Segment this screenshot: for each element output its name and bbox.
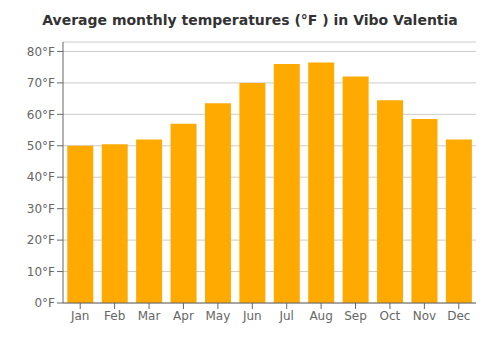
svg-text:70°F: 70°F — [27, 76, 55, 90]
svg-text:Oct: Oct — [380, 309, 401, 323]
svg-text:80°F: 80°F — [27, 45, 55, 59]
svg-text:50°F: 50°F — [27, 139, 55, 153]
svg-text:Mar: Mar — [138, 309, 161, 323]
svg-text:Feb: Feb — [104, 309, 125, 323]
svg-text:Apr: Apr — [173, 309, 194, 323]
svg-text:60°F: 60°F — [27, 108, 55, 122]
svg-text:30°F: 30°F — [27, 202, 55, 216]
svg-text:Jul: Jul — [278, 309, 293, 323]
svg-text:Sep: Sep — [344, 309, 367, 323]
svg-text:40°F: 40°F — [27, 170, 55, 184]
svg-text:Jan: Jan — [70, 309, 90, 323]
svg-text:20°F: 20°F — [27, 233, 55, 247]
svg-text:0°F: 0°F — [34, 296, 55, 310]
svg-text:Aug: Aug — [309, 309, 332, 323]
svg-text:Jun: Jun — [242, 309, 262, 323]
svg-text:Dec: Dec — [447, 309, 470, 323]
svg-text:Nov: Nov — [413, 309, 436, 323]
html-text:Average monthly temperatures (: Average monthly temperatures (°F ) in Vi… — [42, 12, 458, 28]
svg-text:10°F: 10°F — [27, 265, 55, 279]
svg-text:May: May — [205, 309, 230, 323]
